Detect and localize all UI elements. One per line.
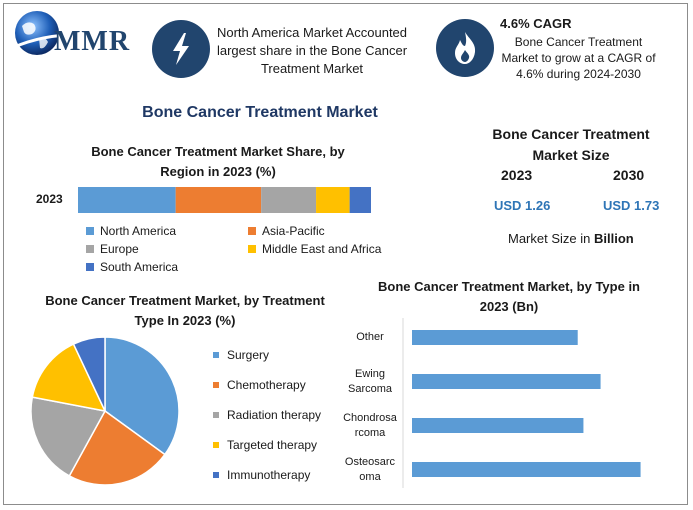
type-category-label-line: Osteosarc (344, 455, 396, 468)
region-stacked-bar (78, 187, 371, 213)
legend-label: Immunotherapy (227, 468, 311, 482)
region-chart-year-label: 2023 (36, 192, 63, 206)
treatment-pie-chart (30, 336, 180, 486)
lightning-icon (173, 33, 189, 65)
market-size-footer: Market Size in Billion (508, 231, 634, 246)
pie-slice-chemotherapy (68, 409, 166, 486)
legend-swatch (213, 472, 219, 478)
region-bar-segment-europe (261, 187, 317, 213)
legend-label: Middle East and Africa (262, 242, 382, 256)
legend-label: Targeted therapy (227, 438, 318, 452)
type-chart-title: Bone Cancer Treatment Market, by Type in… (378, 279, 640, 314)
region-bar-segment-south-america (349, 187, 371, 213)
region-legend-item-south-america: South America (86, 260, 178, 274)
pie-slice-radiation-therapy (30, 396, 107, 477)
legend-swatch (213, 382, 219, 388)
legend-swatch (86, 245, 94, 253)
flame-icon (455, 32, 476, 64)
main-title: Bone Cancer Treatment Market (142, 104, 378, 121)
legend-swatch (86, 263, 94, 271)
treatment-legend-item-targeted-therapy: Targeted therapy (213, 438, 317, 452)
type-bar-osteosarcoma (412, 462, 641, 477)
region-bar-segment-north-america (78, 187, 176, 213)
treatment-legend-item-chemotherapy: Chemotherapy (213, 378, 306, 392)
treatment-legend-item-radiation-therapy: Radiation therapy (213, 408, 321, 422)
infographic-frame (3, 3, 688, 505)
pie-slice-surgery (104, 336, 180, 456)
type-category-label-other: Other (330, 330, 410, 345)
region-legend-item-north-america: North America (86, 224, 176, 238)
legend-label: Europe (100, 242, 139, 256)
type-category-label-line: oma (359, 470, 381, 483)
legend-label: Asia-Pacific (262, 224, 325, 238)
treatment-legend-item-surgery: Surgery (213, 348, 269, 362)
legend-swatch (213, 442, 219, 448)
legend-label: Surgery (227, 348, 270, 362)
type-category-label-osteosarcoma: Osteosarc oma (330, 455, 410, 485)
lightning-badge (152, 20, 210, 78)
region-bar-segment-middle-east-and-africa (316, 187, 350, 213)
type-category-label-line: Chondrosa (343, 411, 397, 424)
type-category-label-line: Ewing (355, 367, 385, 380)
legend-swatch (248, 245, 256, 253)
type-category-label-line: Sarcoma (347, 382, 393, 395)
market-size-title: Bone Cancer Treatment Market Size (492, 126, 650, 163)
region-legend-item-middle-east-and-africa: Middle East and Africa (248, 242, 381, 256)
legend-swatch (213, 412, 219, 418)
market-size-year-1: 2023 (501, 167, 533, 183)
treatment-chart-title: Bone Cancer Treatment Market, by Treatme… (45, 293, 325, 328)
region-highlight-text: North America Market Accounted largest s… (216, 25, 408, 76)
legend-swatch (213, 352, 219, 358)
type-category-label-ewing-sarcoma: Ewing Sarcoma (330, 367, 410, 397)
cagr-title: 4.6% CAGR (500, 16, 572, 31)
globe-icon (11, 11, 108, 55)
mmr-logo: MMR (11, 8, 142, 64)
legend-label: North America (100, 224, 177, 238)
market-size-value-2: USD 1.73 (603, 198, 660, 213)
region-chart-title: Bone Cancer Treatment Market Share, by R… (91, 144, 345, 179)
market-size-footer-prefix: Market Size in (508, 231, 594, 246)
type-bar-chart (402, 318, 641, 488)
legend-label: Chemotherapy (227, 378, 306, 392)
logo-text: MMR (54, 26, 131, 57)
legend-swatch (86, 227, 94, 235)
legend-label: Radiation therapy (227, 408, 322, 422)
flame-badge (436, 19, 494, 77)
type-bar-chondrosarcoma (412, 418, 584, 433)
pie-slice-immunotherapy (72, 336, 106, 412)
market-size-footer-unit: Billion (593, 231, 634, 246)
pie-slice-targeted-therapy (31, 343, 107, 413)
type-bar-other (412, 330, 578, 345)
market-size-value-1: USD 1.26 (494, 198, 551, 213)
region-bar-segment-asia-pacific (175, 187, 262, 213)
cagr-text: Bone Cancer Treatment Market to grow at … (501, 35, 656, 81)
treatment-legend-item-immunotherapy: Immunotherapy (213, 468, 310, 482)
legend-label: South America (100, 260, 179, 274)
type-bar-ewing-sarcoma (412, 374, 601, 389)
legend-swatch (248, 227, 256, 235)
region-legend-item-asia-pacific: Asia-Pacific (248, 224, 325, 238)
type-category-label-chondrosarcoma: Chondrosa rcoma (330, 411, 410, 441)
region-legend-item-europe: Europe (86, 242, 139, 256)
type-category-label-line: Other (356, 331, 384, 343)
type-category-label-line: rcoma (354, 426, 386, 439)
market-size-year-2: 2030 (613, 167, 645, 183)
